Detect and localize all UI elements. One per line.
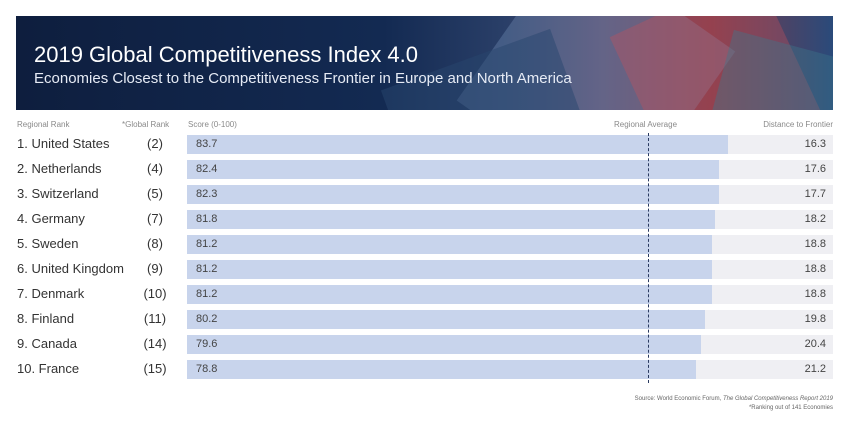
table-row: 8. Finland (11) 80.2 19.8 xyxy=(0,310,850,329)
frontier-track xyxy=(187,135,833,154)
global-rank: (10) xyxy=(143,286,167,301)
source-note: Source: World Economic Forum, The Global… xyxy=(635,395,833,413)
score-label: 81.8 xyxy=(196,213,218,225)
col-header-global-rank: *Global Rank xyxy=(122,120,170,129)
score-bar xyxy=(187,135,728,154)
score-label: 83.7 xyxy=(196,138,218,150)
country-label: 10. France xyxy=(17,361,80,376)
score-bar xyxy=(187,260,712,279)
distance-label: 18.8 xyxy=(804,263,826,275)
source-prefix: Source: World Economic Forum, xyxy=(634,396,723,402)
country-label: 5. Sweden xyxy=(17,236,79,251)
global-rank: (9) xyxy=(147,261,163,276)
distance-label: 17.6 xyxy=(804,163,826,175)
regional-average-line xyxy=(648,133,650,383)
country-label: 2. Netherlands xyxy=(17,161,102,176)
frontier-track xyxy=(187,260,833,279)
frontier-track xyxy=(187,160,833,179)
table-row: 1. United States (2) 83.7 16.3 xyxy=(0,135,850,154)
table-row: 2. Netherlands (4) 82.4 17.6 xyxy=(0,160,850,179)
frontier-track xyxy=(187,235,833,254)
global-rank: (14) xyxy=(143,336,167,351)
frontier-track xyxy=(187,335,833,354)
distance-label: 20.4 xyxy=(804,338,826,350)
header-banner: 2019 Global Competitiveness Index 4.0 Ec… xyxy=(16,16,833,110)
score-bar xyxy=(187,160,720,179)
table-row: 7. Denmark (10) 81.2 18.8 xyxy=(0,285,850,304)
country-label: 6. United Kingdom xyxy=(17,261,124,276)
table-row: 10. France (15) 78.8 21.2 xyxy=(0,360,850,379)
col-header-regional-rank: Regional Rank xyxy=(17,120,70,129)
col-header-regional-average: Regional Average xyxy=(614,120,678,129)
distance-label: 18.8 xyxy=(804,288,826,300)
frontier-track xyxy=(187,360,833,379)
ranking-note: *Ranking out of 141 Economies xyxy=(748,405,833,411)
chart-subtitle: Economies Closest to the Competitiveness… xyxy=(34,70,572,87)
country-label: 7. Denmark xyxy=(17,286,85,301)
score-label: 79.6 xyxy=(196,338,218,350)
distance-label: 19.8 xyxy=(804,313,826,325)
score-label: 80.2 xyxy=(196,313,218,325)
table-row: 9. Canada (14) 79.6 20.4 xyxy=(0,335,850,354)
score-bar xyxy=(187,185,719,204)
distance-label: 16.3 xyxy=(804,138,826,150)
score-bar xyxy=(187,235,712,254)
table-row: 4. Germany (7) 81.8 18.2 xyxy=(0,210,850,229)
source-title: The Global Competitiveness Report 2019 xyxy=(722,396,833,402)
country-label: 4. Germany xyxy=(17,211,85,226)
score-bar xyxy=(187,335,702,354)
global-rank: (4) xyxy=(147,161,163,176)
score-bar xyxy=(187,360,697,379)
score-label: 81.2 xyxy=(196,263,218,275)
distance-label: 21.2 xyxy=(804,363,826,375)
global-rank: (15) xyxy=(143,361,167,376)
score-label: 82.3 xyxy=(196,188,218,200)
global-rank: (8) xyxy=(147,236,163,251)
score-bar xyxy=(187,285,712,304)
distance-label: 17.7 xyxy=(804,188,826,200)
country-label: 9. Canada xyxy=(17,336,77,351)
table-row: 6. United Kingdom (9) 81.2 18.8 xyxy=(0,260,850,279)
distance-label: 18.2 xyxy=(804,213,826,225)
table-row: 5. Sweden (8) 81.2 18.8 xyxy=(0,235,850,254)
score-label: 81.2 xyxy=(196,238,218,250)
global-rank: (5) xyxy=(147,186,163,201)
col-header-distance: Distance to Frontier xyxy=(763,120,833,129)
country-label: 3. Switzerland xyxy=(17,186,99,201)
frontier-track xyxy=(187,285,833,304)
global-rank: (2) xyxy=(147,136,163,151)
score-bar xyxy=(187,310,706,329)
frontier-track xyxy=(187,185,833,204)
frontier-track xyxy=(187,210,833,229)
score-label: 81.2 xyxy=(196,288,218,300)
global-rank: (11) xyxy=(143,311,167,326)
score-bar xyxy=(187,210,716,229)
col-header-score: Score (0-100) xyxy=(188,120,237,129)
distance-label: 18.8 xyxy=(804,238,826,250)
chart-title: 2019 Global Competitiveness Index 4.0 xyxy=(34,42,419,67)
frontier-track xyxy=(187,310,833,329)
country-label: 1. United States xyxy=(17,136,110,151)
score-label: 78.8 xyxy=(196,363,218,375)
score-label: 82.4 xyxy=(196,163,218,175)
table-row: 3. Switzerland (5) 82.3 17.7 xyxy=(0,185,850,204)
global-rank: (7) xyxy=(147,211,163,226)
country-label: 8. Finland xyxy=(17,311,75,326)
